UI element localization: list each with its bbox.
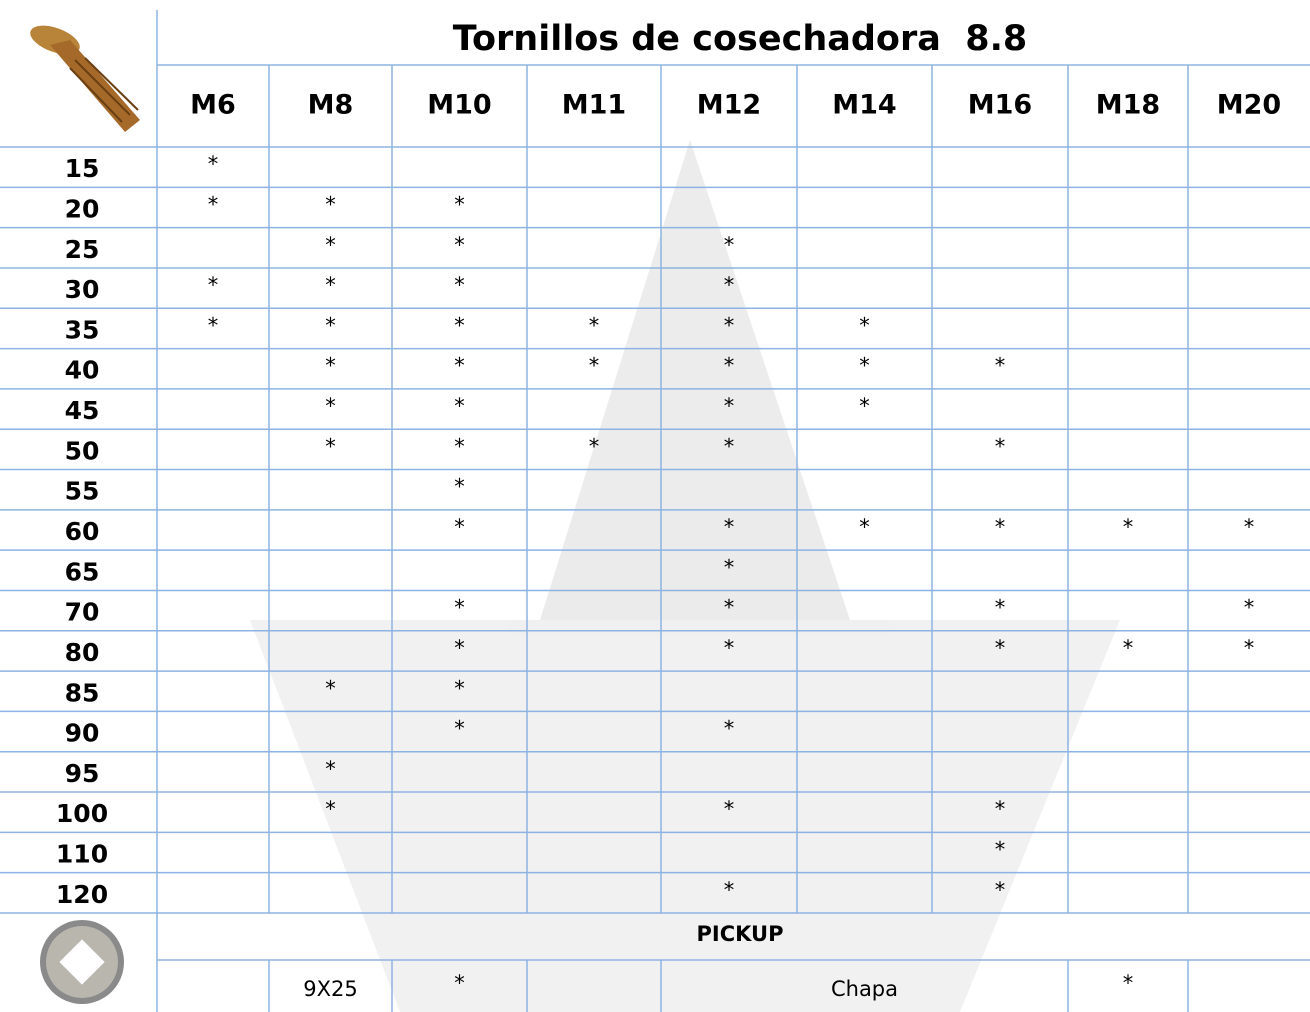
pickup-cell: * — [454, 971, 465, 995]
row-label: 110 — [56, 840, 108, 869]
column-header: M10 — [427, 90, 491, 121]
column-header: M11 — [562, 90, 626, 121]
cell-mark: * — [724, 273, 735, 297]
cell-mark: * — [724, 434, 735, 458]
cell-mark: * — [859, 515, 870, 539]
row-label: 60 — [65, 517, 100, 546]
cell-mark: * — [724, 596, 735, 620]
cell-mark: * — [208, 152, 219, 176]
row-label: 85 — [65, 678, 100, 707]
cell-mark: * — [589, 434, 600, 458]
cell-mark: * — [724, 233, 735, 257]
cell-mark: * — [995, 515, 1006, 539]
cell-mark: * — [454, 676, 465, 700]
cell-mark: * — [995, 838, 1006, 862]
table-title: Tornillos de cosechadora 8.8 — [453, 19, 1027, 59]
cell-mark: * — [995, 797, 1006, 821]
cell-mark: * — [859, 394, 870, 418]
cell-mark: * — [325, 233, 336, 257]
column-header: M6 — [190, 90, 236, 121]
cell-mark: * — [454, 434, 465, 458]
cell-mark: * — [454, 475, 465, 499]
row-label: 120 — [56, 880, 108, 909]
row-label: 35 — [65, 315, 100, 344]
row-label: 15 — [65, 154, 100, 183]
cell-mark: * — [454, 596, 465, 620]
cell-mark: * — [325, 394, 336, 418]
row-label: 70 — [65, 598, 100, 627]
cell-mark: * — [995, 354, 1006, 378]
cell-mark: * — [325, 757, 336, 781]
cell-mark: * — [325, 676, 336, 700]
cell-mark: * — [859, 313, 870, 337]
row-label: 20 — [65, 194, 100, 223]
row-label: 25 — [65, 235, 100, 264]
column-header: M14 — [832, 90, 896, 121]
row-label: 95 — [65, 759, 100, 788]
cell-mark: * — [454, 717, 465, 741]
cell-mark: * — [724, 313, 735, 337]
cell-mark: * — [454, 354, 465, 378]
cell-mark: * — [208, 192, 219, 216]
column-header: M18 — [1096, 90, 1160, 121]
cell-mark: * — [724, 797, 735, 821]
cell-mark: * — [724, 717, 735, 741]
cell-mark: * — [995, 596, 1006, 620]
cell-mark: * — [724, 878, 735, 902]
cell-mark: * — [325, 434, 336, 458]
cell-mark: * — [454, 394, 465, 418]
column-header: M16 — [968, 90, 1032, 121]
cell-mark: * — [454, 313, 465, 337]
column-header: M8 — [308, 90, 354, 121]
cell-mark: * — [1123, 636, 1134, 660]
bolt-icon — [30, 25, 140, 132]
cell-mark: * — [1123, 515, 1134, 539]
cell-mark: * — [454, 636, 465, 660]
row-label: 100 — [56, 799, 108, 828]
cell-mark: * — [724, 515, 735, 539]
cell-mark: * — [589, 354, 600, 378]
cell-mark: * — [995, 878, 1006, 902]
cell-mark: * — [859, 354, 870, 378]
row-label: 55 — [65, 477, 100, 506]
row-label: 65 — [65, 557, 100, 586]
column-header: M12 — [697, 90, 761, 121]
pickup-cell: * — [1123, 971, 1134, 995]
cell-mark: * — [454, 192, 465, 216]
cell-mark: * — [724, 354, 735, 378]
row-label: 40 — [65, 356, 100, 385]
cell-mark: * — [589, 313, 600, 337]
cell-mark: * — [208, 313, 219, 337]
pickup-cell: 9X25 — [303, 977, 357, 1001]
pickup-cell: Chapa — [831, 977, 898, 1001]
row-label: 80 — [65, 638, 100, 667]
row-label: 90 — [65, 719, 100, 748]
cell-mark: * — [325, 192, 336, 216]
washer-icon — [40, 920, 124, 1004]
cell-mark: * — [995, 636, 1006, 660]
cell-mark: * — [724, 394, 735, 418]
watermark — [250, 140, 1120, 1012]
pickup-title: PICKUP — [697, 922, 784, 946]
cell-mark: * — [1244, 636, 1255, 660]
row-label: 50 — [65, 436, 100, 465]
row-label: 30 — [65, 275, 100, 304]
cell-mark: * — [325, 354, 336, 378]
cell-mark: * — [724, 636, 735, 660]
cell-mark: * — [325, 273, 336, 297]
column-header: M20 — [1217, 90, 1281, 121]
cell-mark: * — [1244, 596, 1255, 620]
cell-mark: * — [454, 233, 465, 257]
cell-mark: * — [995, 434, 1006, 458]
cell-mark: * — [1244, 515, 1255, 539]
cell-mark: * — [325, 797, 336, 821]
row-label: 45 — [65, 396, 100, 425]
cell-mark: * — [454, 273, 465, 297]
cell-mark: * — [724, 555, 735, 579]
cell-mark: * — [454, 515, 465, 539]
cell-mark: * — [325, 313, 336, 337]
cell-mark: * — [208, 273, 219, 297]
